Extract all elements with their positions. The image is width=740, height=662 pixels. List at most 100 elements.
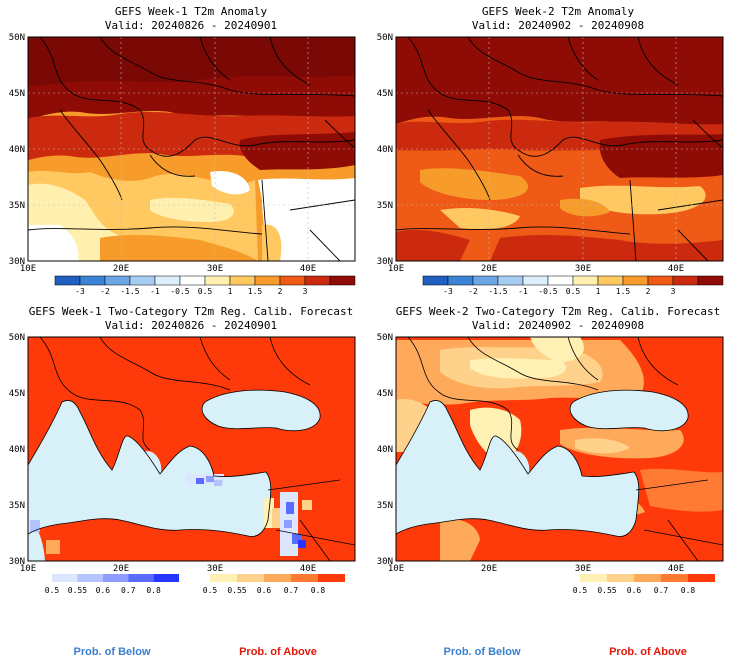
colorbar-label: 0.8	[146, 586, 161, 595]
lon-label: 10E	[388, 564, 404, 574]
colorbar-swatch	[77, 574, 103, 582]
colorbar-label: 0.55	[597, 586, 616, 595]
panel-week1-anomaly: GEFS Week-1 T2m Anomaly Valid: 20240826 …	[9, 5, 356, 296]
colorbar-swatch	[154, 275, 181, 286]
colorbar-label: 2	[278, 287, 283, 296]
prob-above-colorbar: 0.5 0.55 0.6 0.7 0.8	[573, 574, 715, 595]
colorbar-swatch	[79, 275, 106, 286]
legend-prob-above: Prob. of Above	[609, 646, 687, 658]
colorbar-swatch	[304, 275, 331, 286]
map-field	[396, 37, 723, 261]
prob-above-colorbar: 0.5 0.55 0.6 0.7 0.8	[203, 574, 345, 595]
lat-label: 50N	[9, 33, 25, 43]
lon-label: 40E	[668, 264, 684, 274]
panel-title: GEFS Week-1 T2m Anomaly	[115, 5, 268, 18]
colorbar-label: -0.5	[538, 287, 557, 296]
lon-label: 40E	[300, 264, 316, 274]
colorbar-label: 0.8	[311, 586, 326, 595]
lon-label: 20E	[113, 264, 129, 274]
lat-label: 50N	[9, 333, 25, 343]
lon-label: 10E	[20, 264, 36, 274]
colorbar-label: -1.5	[488, 287, 507, 296]
colorbar-label: -2	[468, 287, 478, 296]
panel-subtitle: Valid: 20240902 - 20240908	[472, 19, 644, 32]
lon-labels: 10E 20E 30E 40E	[20, 264, 316, 274]
colorbar-swatch	[329, 275, 356, 286]
colorbar-swatch	[607, 574, 634, 582]
colorbar-label: -1	[518, 287, 528, 296]
colorbar-swatch	[52, 574, 78, 582]
colorbar-swatch	[128, 574, 154, 582]
legend-prob-below: Prob. of Below	[74, 646, 151, 658]
colorbar-swatch	[54, 275, 81, 286]
colorbar-label: 1.5	[248, 287, 263, 296]
colorbar-label: 0.55	[68, 586, 87, 595]
colorbar-label: 3	[671, 287, 676, 296]
colorbar-label: 0.55	[227, 586, 246, 595]
map-field	[396, 337, 723, 561]
lon-label: 30E	[575, 564, 591, 574]
colorbar-label: 0.7	[121, 586, 136, 595]
colorbar-swatch	[254, 275, 281, 286]
colorbar-label: -3	[75, 287, 85, 296]
lon-label: 20E	[481, 264, 497, 274]
colorbar-swatch	[634, 574, 661, 582]
colorbar-label: 0.5	[573, 586, 588, 595]
colorbar-swatch	[688, 574, 715, 582]
lat-label: 30N	[377, 557, 393, 567]
panel-week1-probability: GEFS Week-1 Two-Category T2m Reg. Calib.…	[9, 305, 356, 595]
colorbar-swatch	[580, 574, 607, 582]
colorbar-swatch	[472, 275, 499, 286]
lat-label: 45N	[377, 389, 393, 399]
anomaly-colorbar: -3 -2 -1.5 -1 -0.5 0.5 1 1.5 2 3	[54, 275, 356, 296]
colorbar-swatch	[661, 574, 688, 582]
colorbar-label: 0.5	[45, 586, 60, 595]
lat-label: 45N	[9, 89, 25, 99]
colorbar-swatch	[229, 275, 256, 286]
colorbar-label: 1.5	[616, 287, 631, 296]
colorbar-label: 0.8	[681, 586, 696, 595]
lat-label: 40N	[9, 145, 25, 155]
lon-labels: 10E 20E 30E 40E	[388, 264, 684, 274]
lon-label: 40E	[668, 564, 684, 574]
colorbar-label: 0.6	[257, 586, 272, 595]
colorbar-swatch	[422, 275, 449, 286]
lat-label: 40N	[377, 445, 393, 455]
lon-labels: 10E 20E 30E 40E	[20, 564, 316, 574]
lon-label: 10E	[20, 564, 36, 574]
lat-label: 35N	[377, 201, 393, 211]
lat-label: 50N	[377, 333, 393, 343]
colorbar-swatch	[497, 275, 524, 286]
colorbar-swatch	[102, 574, 129, 582]
lon-label: 30E	[207, 264, 223, 274]
lat-label: 30N	[377, 257, 393, 267]
lat-label: 40N	[377, 145, 393, 155]
colorbar-label: 0.7	[284, 586, 299, 595]
map-field	[28, 37, 355, 261]
colorbar-swatch	[264, 574, 291, 582]
colorbar-swatch	[153, 574, 179, 582]
panel-title: GEFS Week-2 Two-Category T2m Reg. Calib.…	[396, 305, 721, 318]
colorbar-label: 0.6	[627, 586, 642, 595]
colorbar-swatch	[597, 275, 624, 286]
colorbar-swatch	[291, 574, 318, 582]
lat-labels: 50N 45N 40N 35N 30N	[377, 333, 393, 567]
colorbar-label: 0.6	[96, 586, 111, 595]
colorbar-swatch	[697, 275, 724, 286]
colorbar-swatch	[204, 275, 231, 286]
colorbar-label: -0.5	[170, 287, 189, 296]
colorbar-label: 1	[596, 287, 601, 296]
panel-title: GEFS Week-1 Two-Category T2m Reg. Calib.…	[29, 305, 354, 318]
lat-label: 30N	[9, 557, 25, 567]
colorbar-swatch	[622, 275, 649, 286]
lon-label: 20E	[481, 564, 497, 574]
colorbar-swatch	[318, 574, 345, 582]
colorbar-swatch	[279, 275, 306, 286]
colorbar-swatch	[572, 275, 599, 286]
colorbar-label: 0.5	[198, 287, 213, 296]
anomaly-colorbar: -3 -2 -1.5 -1 -0.5 0.5 1 1.5 2 3	[422, 275, 724, 296]
colorbar-swatch	[129, 275, 156, 286]
colorbar-label: 3	[303, 287, 308, 296]
panel-week2-probability: GEFS Week-2 Two-Category T2m Reg. Calib.…	[377, 305, 724, 595]
